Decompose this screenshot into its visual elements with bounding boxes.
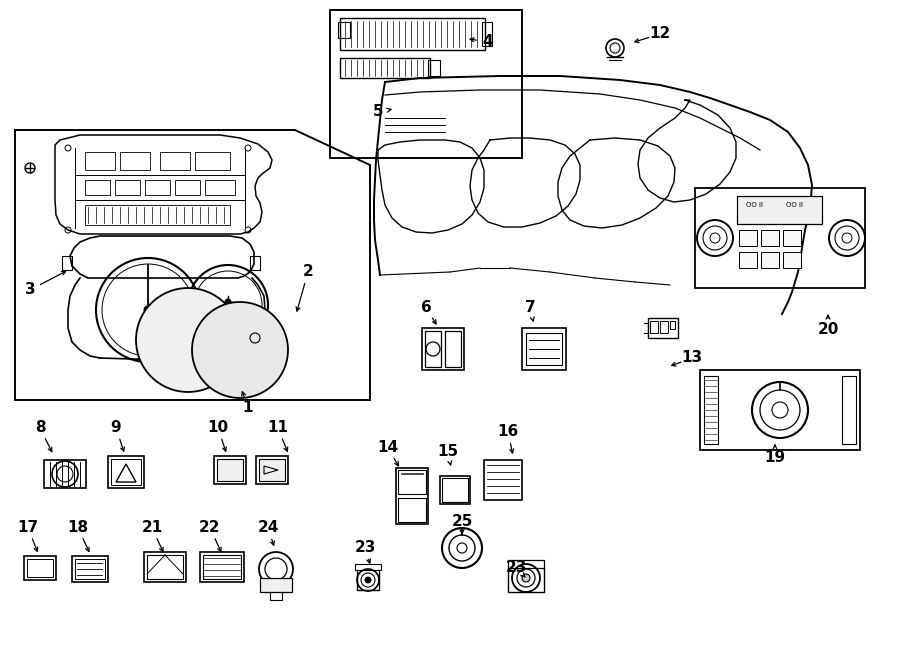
Circle shape bbox=[522, 574, 530, 582]
Text: 16: 16 bbox=[498, 424, 518, 440]
Bar bbox=[670, 321, 675, 329]
Text: OO II: OO II bbox=[787, 202, 804, 208]
Bar bbox=[205, 180, 235, 195]
Text: 20: 20 bbox=[817, 323, 839, 338]
Circle shape bbox=[225, 299, 231, 305]
Bar bbox=[145, 180, 170, 195]
Bar bbox=[482, 22, 492, 46]
Bar bbox=[783, 230, 801, 246]
Bar bbox=[422, 328, 464, 370]
Text: 11: 11 bbox=[267, 420, 289, 436]
Text: 7: 7 bbox=[525, 301, 535, 315]
Bar bbox=[175, 180, 200, 195]
Bar bbox=[200, 552, 244, 582]
Bar bbox=[428, 60, 440, 76]
Text: 19: 19 bbox=[764, 451, 786, 465]
Bar bbox=[526, 333, 562, 365]
Bar bbox=[195, 152, 230, 170]
Bar bbox=[203, 555, 241, 579]
Bar bbox=[144, 552, 186, 582]
Bar bbox=[72, 556, 108, 582]
Bar bbox=[44, 460, 86, 488]
Bar bbox=[256, 456, 288, 484]
Bar bbox=[75, 559, 105, 579]
Circle shape bbox=[192, 302, 288, 398]
Bar bbox=[214, 456, 246, 484]
Text: 8: 8 bbox=[35, 420, 45, 436]
Bar bbox=[120, 152, 150, 170]
Bar bbox=[442, 478, 468, 502]
Text: 4: 4 bbox=[482, 34, 493, 50]
Bar bbox=[398, 470, 426, 494]
Circle shape bbox=[144, 306, 152, 314]
Bar bbox=[484, 460, 522, 500]
Bar bbox=[330, 10, 522, 158]
Bar bbox=[739, 252, 757, 268]
Text: 6: 6 bbox=[420, 301, 431, 315]
Bar bbox=[147, 555, 183, 579]
Bar bbox=[842, 376, 856, 444]
Text: 2: 2 bbox=[302, 264, 313, 280]
Bar bbox=[761, 230, 779, 246]
Text: 24: 24 bbox=[257, 520, 279, 535]
Text: 10: 10 bbox=[207, 420, 229, 436]
Bar bbox=[260, 578, 292, 592]
Bar bbox=[700, 370, 860, 450]
Bar bbox=[783, 252, 801, 268]
Bar bbox=[739, 230, 757, 246]
Bar bbox=[440, 476, 470, 504]
Text: 25: 25 bbox=[451, 514, 472, 529]
Bar bbox=[85, 152, 115, 170]
Text: 23: 23 bbox=[505, 561, 526, 576]
Bar bbox=[250, 256, 260, 270]
Bar bbox=[695, 188, 865, 288]
Bar bbox=[355, 564, 381, 570]
Text: 22: 22 bbox=[199, 520, 220, 535]
Text: 12: 12 bbox=[650, 26, 670, 42]
Text: 13: 13 bbox=[681, 350, 703, 366]
Bar bbox=[737, 196, 822, 224]
Bar bbox=[660, 321, 668, 333]
Bar bbox=[704, 376, 718, 444]
Text: 15: 15 bbox=[437, 444, 459, 459]
Bar bbox=[522, 328, 566, 370]
Bar bbox=[85, 180, 110, 195]
Bar bbox=[508, 560, 544, 568]
Text: 9: 9 bbox=[111, 420, 122, 436]
Bar bbox=[396, 468, 428, 524]
Bar bbox=[650, 321, 658, 333]
Bar bbox=[425, 331, 441, 367]
Bar bbox=[445, 331, 461, 367]
Bar bbox=[115, 180, 140, 195]
Text: 1: 1 bbox=[243, 401, 253, 416]
Bar bbox=[108, 456, 144, 488]
Bar bbox=[340, 18, 485, 50]
Bar bbox=[398, 498, 426, 522]
Bar bbox=[761, 252, 779, 268]
Text: 3: 3 bbox=[24, 282, 35, 297]
Bar bbox=[27, 559, 53, 577]
Bar bbox=[217, 459, 243, 481]
Bar bbox=[648, 318, 678, 338]
Circle shape bbox=[136, 288, 240, 392]
Bar bbox=[24, 556, 56, 580]
Bar bbox=[62, 256, 72, 270]
Circle shape bbox=[365, 577, 371, 583]
Bar bbox=[111, 459, 141, 485]
Text: 17: 17 bbox=[17, 520, 39, 535]
Text: 18: 18 bbox=[68, 520, 88, 535]
Text: 23: 23 bbox=[355, 541, 375, 555]
Bar bbox=[160, 152, 190, 170]
Text: 14: 14 bbox=[377, 440, 399, 455]
Text: OO II: OO II bbox=[746, 202, 763, 208]
Bar bbox=[85, 205, 230, 225]
Bar bbox=[338, 22, 350, 38]
Text: 5: 5 bbox=[373, 104, 383, 120]
Bar bbox=[259, 459, 285, 481]
Bar bbox=[340, 58, 430, 78]
Text: 21: 21 bbox=[141, 520, 163, 535]
